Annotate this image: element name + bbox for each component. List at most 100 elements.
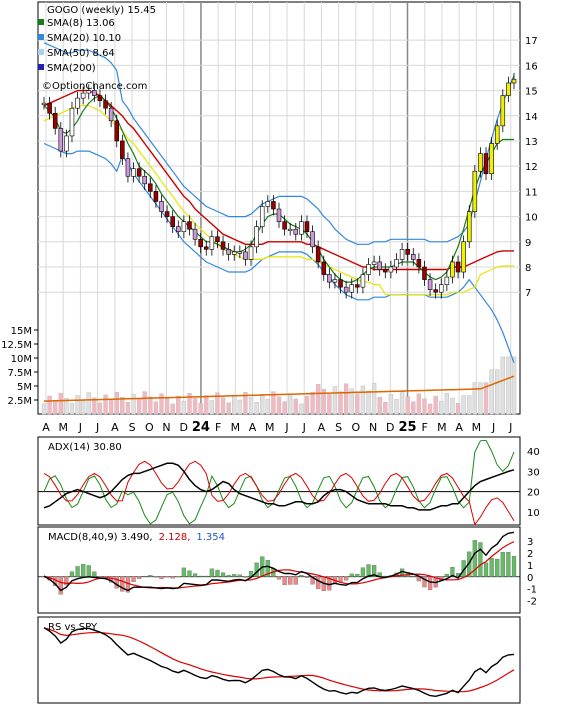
candle-body bbox=[489, 143, 494, 175]
macd-histogram-bar bbox=[467, 551, 472, 577]
volume-bar bbox=[153, 401, 159, 415]
candle-body bbox=[299, 221, 304, 235]
rs-average-line bbox=[43, 627, 515, 693]
macd-histogram-bar bbox=[58, 576, 63, 595]
candle-body bbox=[187, 221, 192, 230]
candles bbox=[41, 72, 517, 299]
volume-bar bbox=[170, 403, 175, 415]
macd-histogram-bar bbox=[75, 566, 80, 577]
candle-body bbox=[388, 266, 394, 273]
macd-histogram-bar bbox=[511, 556, 517, 577]
macd-value-1: 2.128, bbox=[159, 532, 191, 543]
candle-body bbox=[259, 206, 265, 227]
candle-body bbox=[439, 284, 444, 293]
volume-average-line bbox=[43, 375, 515, 402]
macd-histogram-bar bbox=[500, 551, 505, 577]
volume-bar bbox=[75, 395, 80, 415]
volume-bar bbox=[416, 393, 422, 415]
candle-body bbox=[332, 279, 338, 283]
candle-body bbox=[226, 249, 231, 255]
volume-bar bbox=[287, 393, 293, 415]
price-tick-label: 14 bbox=[525, 112, 538, 123]
candle-body bbox=[97, 95, 103, 101]
candle-body bbox=[131, 168, 136, 177]
candle-body bbox=[327, 274, 332, 283]
legend-swatch bbox=[38, 49, 44, 55]
macd-tick-label: 0 bbox=[527, 573, 533, 584]
candle-body bbox=[483, 153, 489, 175]
volume-bar bbox=[248, 396, 254, 415]
price-tick-label: 17 bbox=[525, 36, 538, 47]
candle-body bbox=[427, 279, 433, 290]
candle-body bbox=[371, 261, 377, 265]
volume-y-axis: 2.5M 5M 7.5M 10M 12.5M 15M bbox=[1, 326, 38, 407]
month-tick-label: S bbox=[129, 421, 136, 434]
month-tick-label: A bbox=[318, 421, 326, 434]
volume-bar bbox=[243, 391, 248, 415]
volume-tick-label: 7.5M bbox=[7, 368, 32, 379]
candle-body bbox=[366, 264, 371, 275]
macd-value-2: 1.354 bbox=[196, 532, 225, 543]
volume-bar bbox=[125, 401, 131, 415]
volume-bar bbox=[276, 396, 282, 415]
price-grid bbox=[38, 2, 520, 414]
volume-bar bbox=[360, 385, 366, 415]
adx-tick-label: 10 bbox=[527, 508, 540, 519]
candle-body bbox=[282, 221, 287, 230]
macd-histogram-bar bbox=[97, 576, 103, 578]
volume-bar bbox=[500, 356, 506, 415]
candle-body bbox=[148, 183, 153, 192]
candle-body bbox=[204, 246, 209, 250]
adx-tick-label: 20 bbox=[527, 488, 540, 499]
legend-swatch bbox=[38, 64, 44, 70]
month-tick-label: D bbox=[386, 421, 394, 434]
legend-swatch bbox=[38, 34, 44, 40]
macd-histogram-bar bbox=[153, 576, 159, 578]
volume-bar bbox=[187, 393, 192, 415]
volume-bar bbox=[511, 356, 517, 415]
macd-histogram-bar bbox=[411, 576, 416, 577]
adx-line bbox=[43, 462, 515, 511]
month-tick-label: 24 bbox=[192, 420, 210, 435]
rs-title: RS vs SPY bbox=[48, 622, 98, 633]
volume-bar bbox=[327, 394, 332, 415]
candle-body bbox=[422, 266, 427, 280]
volume-bar bbox=[483, 382, 489, 415]
volume-bar bbox=[506, 356, 511, 415]
symbol-title: GOGO (weekly) 15.45 bbox=[47, 5, 156, 16]
month-tick-label: J bbox=[78, 421, 82, 434]
candle-body bbox=[416, 259, 422, 268]
volume-bar bbox=[332, 386, 338, 415]
candle-body bbox=[114, 120, 119, 142]
candle-body bbox=[466, 211, 472, 243]
volume-bar bbox=[198, 403, 203, 415]
candle-body bbox=[494, 125, 500, 144]
candle-body bbox=[159, 201, 164, 212]
month-tick-label: O bbox=[352, 421, 361, 434]
volume-bar bbox=[455, 403, 461, 415]
month-tick-label: J bbox=[95, 421, 99, 434]
candle-body bbox=[506, 82, 511, 96]
volume-bar bbox=[478, 382, 483, 415]
macd-histogram-bar bbox=[209, 568, 214, 577]
candle-body bbox=[271, 201, 276, 210]
volume-bar bbox=[411, 401, 416, 415]
candle-body bbox=[192, 228, 198, 240]
volume-bar bbox=[209, 400, 215, 415]
volume-bar bbox=[394, 399, 399, 415]
volume-bar bbox=[444, 393, 450, 415]
candle-body bbox=[433, 289, 438, 293]
volume-bar bbox=[461, 395, 466, 415]
macd-histogram-bar bbox=[483, 562, 489, 577]
month-tick-label: D bbox=[179, 421, 187, 434]
volume-bar bbox=[355, 393, 360, 415]
macd-histogram-bar bbox=[198, 575, 203, 577]
candle-body bbox=[64, 135, 69, 152]
price-tick-label: 7 bbox=[525, 288, 531, 299]
macd-histogram-bar bbox=[422, 576, 427, 588]
candle-body bbox=[125, 158, 131, 177]
candle-body bbox=[243, 251, 248, 260]
month-tick-label: J bbox=[284, 421, 288, 434]
candle-body bbox=[265, 201, 271, 207]
